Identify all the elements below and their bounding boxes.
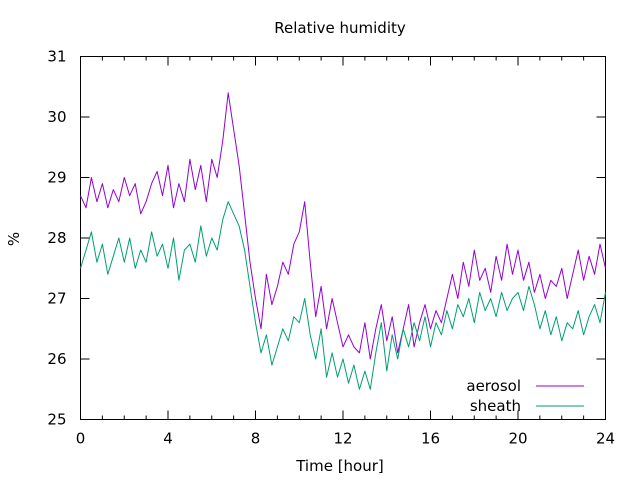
legend: aerosol sheath xyxy=(466,377,584,415)
x-tick-label: 0 xyxy=(76,430,86,448)
series-line-aerosol xyxy=(80,92,606,360)
series-lines xyxy=(80,92,606,390)
y-tick-label: 26 xyxy=(47,350,66,368)
y-tick-label: 28 xyxy=(47,229,66,247)
x-tick-label: 4 xyxy=(163,430,173,448)
axis-ticks xyxy=(80,56,606,420)
y-tick-label: 25 xyxy=(47,411,66,429)
x-tick-label: 16 xyxy=(421,430,440,448)
x-tick-label: 20 xyxy=(508,430,527,448)
legend-label-aerosol: aerosol xyxy=(466,377,521,395)
legend-label-sheath: sheath xyxy=(470,397,521,415)
y-tick-label: 31 xyxy=(47,48,66,66)
y-tick-label: 27 xyxy=(47,290,66,308)
x-tick-label: 24 xyxy=(596,430,615,448)
y-tick-label: 30 xyxy=(47,108,66,126)
y-tick-label: 29 xyxy=(47,169,66,187)
axis-tick-labels: 0 4 8 12 16 20 24 25 26 27 28 29 30 31 xyxy=(47,48,615,448)
x-tick-label: 8 xyxy=(251,430,261,448)
chart-title: Relative humidity xyxy=(274,19,406,37)
x-tick-label: 12 xyxy=(333,430,352,448)
series-line-sheath xyxy=(80,201,606,390)
plot-frame xyxy=(80,56,606,420)
x-axis-label: Time [hour] xyxy=(295,457,384,475)
y-axis-label: % xyxy=(5,232,23,246)
